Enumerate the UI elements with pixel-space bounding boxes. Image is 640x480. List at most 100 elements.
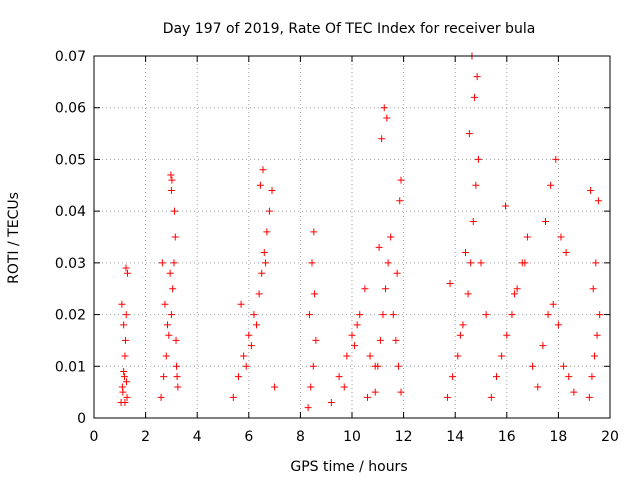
data-point <box>443 393 451 401</box>
data-point <box>565 373 573 381</box>
data-point <box>394 362 402 370</box>
data-point <box>250 311 258 319</box>
data-point <box>560 362 568 370</box>
data-point <box>383 114 391 122</box>
data-point <box>124 269 132 277</box>
data-point <box>596 311 604 319</box>
y-tick-label: 0.03 <box>55 256 86 272</box>
data-point <box>234 373 242 381</box>
data-point <box>487 393 495 401</box>
data-point <box>356 311 364 319</box>
plot-frame <box>93 55 611 419</box>
axis-ticks: 0 2 4 6 8 10 12 14 16 18 20 0 0.01 0.02 0.03 0.04 0.05 0.… <box>55 49 619 445</box>
data-point <box>160 373 168 381</box>
x-tick-label: 12 <box>395 429 413 445</box>
y-tick-label: 0.07 <box>55 49 86 65</box>
data-point <box>120 373 128 381</box>
data-point <box>482 311 490 319</box>
data-point <box>237 300 245 308</box>
data-point <box>170 207 178 215</box>
data-point <box>384 259 392 267</box>
data-point <box>502 202 510 210</box>
x-tick-label: 4 <box>193 429 202 445</box>
data-point <box>229 393 237 401</box>
data-point <box>513 285 521 293</box>
data-point <box>351 342 359 350</box>
data-point <box>121 336 129 344</box>
data-point <box>174 383 182 391</box>
data-point <box>169 285 177 293</box>
data-point <box>157 393 165 401</box>
data-point <box>165 331 173 339</box>
data-point <box>539 342 547 350</box>
data-point <box>389 311 397 319</box>
data-point <box>498 352 506 360</box>
data-point <box>366 352 374 360</box>
data-point <box>378 135 386 143</box>
data-point <box>158 259 166 267</box>
data-point <box>255 290 263 298</box>
x-tick-label: 0 <box>90 429 99 445</box>
data-point <box>122 264 130 272</box>
data-point <box>173 362 181 370</box>
data-point <box>549 300 557 308</box>
data-point <box>570 388 578 396</box>
data-point <box>464 290 472 298</box>
data-point <box>167 186 175 194</box>
data-point <box>449 373 457 381</box>
x-tick-label: 8 <box>296 429 305 445</box>
data-point <box>379 311 387 319</box>
data-point <box>335 373 343 381</box>
data-point <box>304 404 312 412</box>
y-tick-label: 0.01 <box>55 359 86 375</box>
x-axis-label: GPS time / hours <box>290 459 407 475</box>
data-point <box>585 393 593 401</box>
data-point <box>308 259 316 267</box>
data-point <box>164 321 172 329</box>
data-point <box>397 388 405 396</box>
data-point <box>503 331 511 339</box>
data-point <box>547 181 555 189</box>
data-point <box>587 186 595 194</box>
x-tick-label: 6 <box>244 429 253 445</box>
data-point <box>552 155 560 163</box>
data-point <box>120 367 128 375</box>
data-point <box>375 243 383 251</box>
data-point <box>119 388 127 396</box>
y-tick-label: 0.05 <box>55 152 86 168</box>
x-tick-label: 10 <box>343 429 361 445</box>
data-point <box>340 383 348 391</box>
chart-title: Day 197 of 2019, Rate Of TEC Index for r… <box>163 21 536 37</box>
x-tick-label: 2 <box>141 429 150 445</box>
data-point <box>467 259 475 267</box>
data-point <box>173 373 181 381</box>
data-point <box>121 398 129 406</box>
data-point <box>118 383 126 391</box>
data-point <box>260 249 268 257</box>
data-point <box>462 249 470 257</box>
data-point <box>529 362 537 370</box>
data-point <box>473 73 481 81</box>
data-point <box>363 393 371 401</box>
data-point <box>162 352 170 360</box>
data-point <box>474 155 482 163</box>
data-point <box>271 383 279 391</box>
data-point <box>256 181 264 189</box>
data-point <box>166 269 174 277</box>
data-point <box>492 373 500 381</box>
y-tick-label: 0.04 <box>55 204 86 220</box>
data-point <box>242 362 250 370</box>
data-point <box>353 321 361 329</box>
data-point <box>309 362 317 370</box>
data-point <box>120 321 128 329</box>
data-point <box>310 228 318 236</box>
data-point <box>523 233 531 241</box>
data-point <box>469 217 477 225</box>
data-point <box>542 217 549 225</box>
x-tick-label: 14 <box>446 429 464 445</box>
y-axis-label: ROTI / TECUs <box>6 192 22 284</box>
data-point <box>307 383 315 391</box>
data-point <box>393 269 401 277</box>
data-point <box>247 342 255 350</box>
